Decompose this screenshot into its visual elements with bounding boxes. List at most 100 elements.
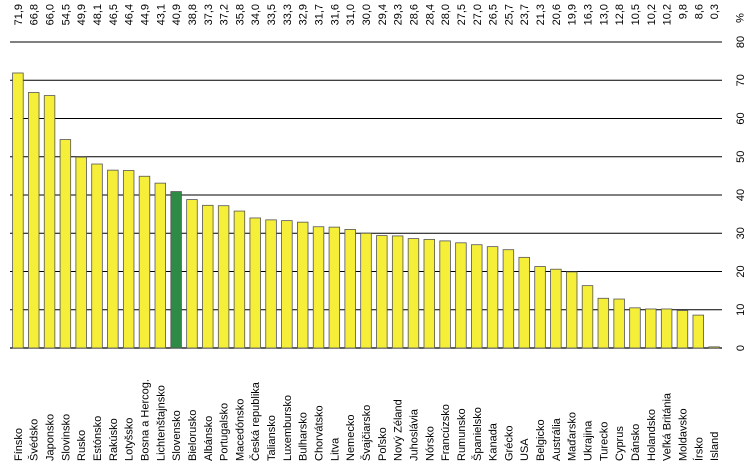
y-tick-label: 20 bbox=[735, 265, 747, 277]
value-label: 10,5 bbox=[630, 4, 642, 25]
category-labels: Fínsko Švédsko Japonsko Slovinsko Rusko Estón… bbox=[13, 379, 721, 461]
category-label: Rusko bbox=[76, 430, 88, 461]
bar bbox=[471, 244, 483, 349]
value-label: 31,0 bbox=[345, 4, 357, 25]
value-label: 8,6 bbox=[693, 4, 705, 19]
value-label: 54,5 bbox=[60, 4, 72, 25]
category-label: Švajčiarsko bbox=[360, 405, 373, 461]
bar bbox=[312, 226, 325, 349]
value-label: 28,4 bbox=[424, 4, 436, 25]
bar bbox=[233, 210, 246, 349]
bar bbox=[376, 235, 388, 349]
bar bbox=[502, 249, 515, 349]
value-label: 27,0 bbox=[472, 4, 484, 25]
bar bbox=[217, 205, 230, 349]
bar bbox=[91, 163, 103, 349]
category-label: Turecko bbox=[598, 422, 610, 461]
value-label: 49,9 bbox=[76, 4, 88, 25]
value-label: 38,8 bbox=[187, 4, 199, 25]
value-label: 35,8 bbox=[234, 4, 246, 25]
y-axis-ticks: 0 10 20 30 40 50 60 70 80 bbox=[735, 36, 747, 351]
value-label: 37,2 bbox=[219, 4, 231, 25]
category-label: Taliansko bbox=[266, 415, 278, 461]
category-label: Island bbox=[709, 432, 721, 461]
bar bbox=[645, 308, 657, 349]
category-label: Juhoslávia bbox=[408, 408, 420, 461]
bar bbox=[613, 298, 625, 349]
bar bbox=[518, 256, 530, 349]
category-label: Bulharsko bbox=[298, 412, 310, 461]
category-label: Nemecko bbox=[345, 415, 357, 461]
bar bbox=[186, 199, 198, 349]
value-label: 33,5 bbox=[266, 4, 278, 25]
value-label: 71,9 bbox=[13, 4, 25, 25]
value-label: 29,4 bbox=[377, 4, 389, 25]
category-label: Luxembursko bbox=[282, 395, 294, 461]
category-label: Francúzsko bbox=[440, 404, 452, 461]
category-label: Bielorusko bbox=[187, 410, 199, 461]
bar bbox=[107, 169, 119, 349]
y-tick-label: 50 bbox=[735, 151, 747, 163]
bar bbox=[138, 175, 151, 349]
bar bbox=[676, 310, 689, 349]
value-label: 31,7 bbox=[314, 4, 326, 25]
category-label: Grécko bbox=[503, 426, 515, 461]
category-label: Lotyšsko bbox=[124, 418, 136, 461]
value-label: 37,3 bbox=[203, 4, 215, 25]
bar bbox=[534, 266, 546, 349]
category-label: Maďarsko bbox=[567, 412, 579, 461]
category-label: Belgicko bbox=[535, 419, 547, 461]
value-label: 28,6 bbox=[408, 4, 420, 25]
category-label: Švédsko bbox=[28, 419, 41, 461]
bar bbox=[281, 220, 293, 349]
category-label: Cyprus bbox=[614, 426, 626, 461]
value-label: 28,0 bbox=[440, 4, 452, 25]
category-label: Veľká Británia bbox=[662, 392, 674, 461]
bar bbox=[59, 139, 72, 349]
value-labels: 71,9 66,8 66,0 54,5 49,9 48,1 46,5 46,4 44,9 43,1… bbox=[13, 4, 721, 25]
y-tick-label: 80 bbox=[735, 36, 747, 48]
category-label: Ukrajina bbox=[583, 420, 595, 461]
y-tick-label: 60 bbox=[735, 112, 747, 124]
category-label: Bosna a Hercog. bbox=[139, 379, 151, 461]
y-tick-label: 10 bbox=[735, 304, 747, 316]
bar bbox=[12, 72, 24, 349]
y-tick-label: 0 bbox=[735, 345, 747, 351]
category-label: Nórsko bbox=[424, 426, 436, 461]
category-label: Španielsko bbox=[471, 407, 484, 461]
y-tick-label: 40 bbox=[735, 189, 747, 201]
category-label: Lichtenštajnsko bbox=[155, 385, 167, 461]
value-label: 25,7 bbox=[503, 4, 515, 25]
value-label: 20,6 bbox=[551, 4, 563, 25]
bar bbox=[391, 235, 404, 349]
value-label: 9,8 bbox=[677, 4, 689, 19]
bar bbox=[708, 346, 720, 349]
category-label: Albánsko bbox=[203, 416, 215, 461]
y-axis-label: % bbox=[733, 13, 745, 23]
bar bbox=[660, 308, 673, 349]
value-label: 23,7 bbox=[519, 4, 531, 25]
category-label: Slovinsko bbox=[60, 414, 72, 461]
value-label: 10,2 bbox=[662, 4, 674, 25]
category-label: Estónsko bbox=[92, 416, 104, 461]
bar bbox=[249, 217, 261, 349]
category-label: Kanada bbox=[488, 422, 500, 461]
bar bbox=[581, 285, 594, 349]
value-label: 48,1 bbox=[92, 4, 104, 25]
bar bbox=[154, 182, 167, 349]
bars bbox=[12, 72, 720, 349]
value-label: 29,3 bbox=[393, 4, 405, 25]
value-label: 26,5 bbox=[488, 4, 500, 25]
bar bbox=[344, 229, 356, 349]
value-label: 32,9 bbox=[298, 4, 310, 25]
category-label: USA bbox=[519, 438, 531, 461]
bar bbox=[629, 307, 641, 349]
value-label: 34,0 bbox=[250, 4, 262, 25]
bar bbox=[439, 240, 451, 349]
category-label: Japonsko bbox=[45, 414, 57, 461]
category-label: Austrália bbox=[551, 417, 563, 461]
bar bbox=[202, 204, 214, 349]
category-label: Rakúsko bbox=[108, 418, 120, 461]
category-label: Fínsko bbox=[13, 428, 25, 461]
